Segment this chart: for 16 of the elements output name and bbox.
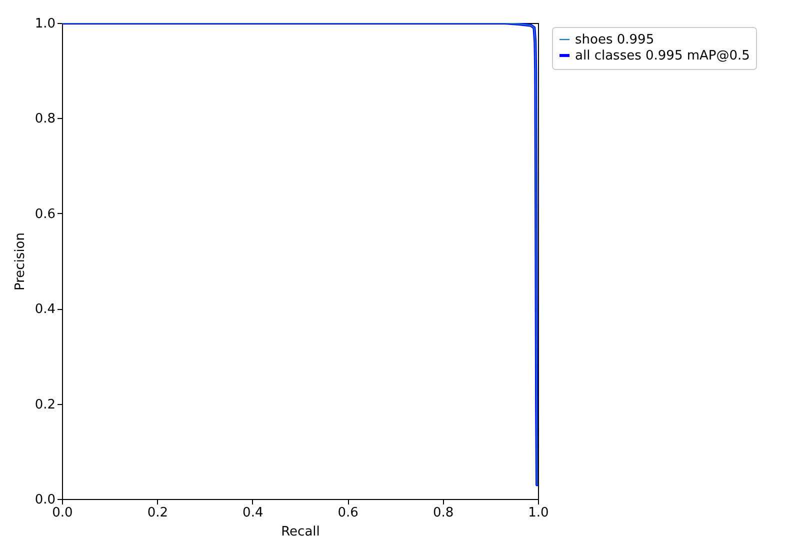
x-axis-title: Recall [281,524,320,538]
y-tick-label: 0.8 [34,112,56,127]
x-tick-label: 0.4 [242,506,264,520]
x-tick-label: 0.6 [338,506,358,520]
legend-label: shoes 0.995 [575,32,654,48]
x-tick-label: 0.2 [147,506,168,520]
y-tick-label: 0.0 [34,492,56,508]
x-tick-label: 1.0 [528,506,549,520]
x-tick-label: 0.8 [432,506,454,520]
y-tick-label: 0.2 [34,397,56,412]
y-tick-label: 0.4 [34,302,56,318]
x-tick-label: 0.0 [52,506,73,520]
y-axis-title: Precision [12,232,28,291]
y-tick-label: 1.0 [34,16,56,32]
y-tick-label: 0.6 [34,206,56,222]
legend-label: all classes 0.995 mAP@0.5 [575,48,750,64]
